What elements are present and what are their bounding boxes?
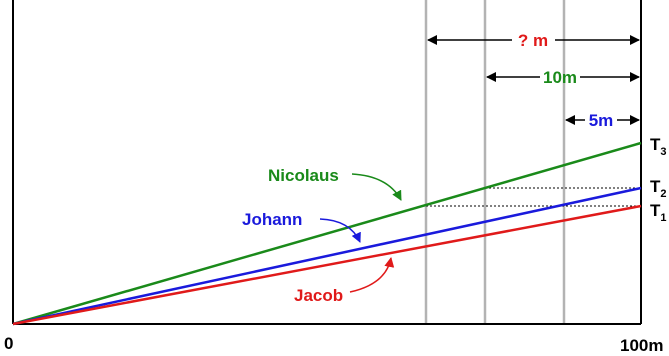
nicolaus-line bbox=[12, 141, 642, 326]
t3-label: T3 bbox=[650, 135, 667, 158]
t2-base: T bbox=[650, 177, 661, 196]
five-distance-label: 5m bbox=[589, 111, 614, 130]
johann-line bbox=[12, 186, 642, 326]
unknown-distance-label: ? m bbox=[518, 31, 548, 50]
johann-pointer bbox=[319, 218, 361, 243]
t3-base: T bbox=[650, 135, 661, 154]
nicolaus-pointer bbox=[351, 173, 402, 201]
end-label: 100m bbox=[620, 336, 663, 355]
t2-sub: 2 bbox=[660, 188, 666, 200]
jacob-line bbox=[12, 204, 642, 326]
origin-label: 0 bbox=[4, 334, 13, 353]
t3-sub: 3 bbox=[660, 146, 666, 158]
t1-label: T1 bbox=[650, 201, 667, 224]
t1-base: T bbox=[650, 201, 661, 220]
johann-label: Johann bbox=[242, 210, 302, 229]
nicolaus-label: Nicolaus bbox=[268, 166, 339, 185]
ten-distance-label: 10m bbox=[543, 68, 577, 87]
jacob-pointer bbox=[349, 257, 395, 293]
jacob-label: Jacob bbox=[294, 286, 343, 305]
t2-label: T2 bbox=[650, 177, 667, 200]
t1-sub: 1 bbox=[660, 212, 666, 224]
